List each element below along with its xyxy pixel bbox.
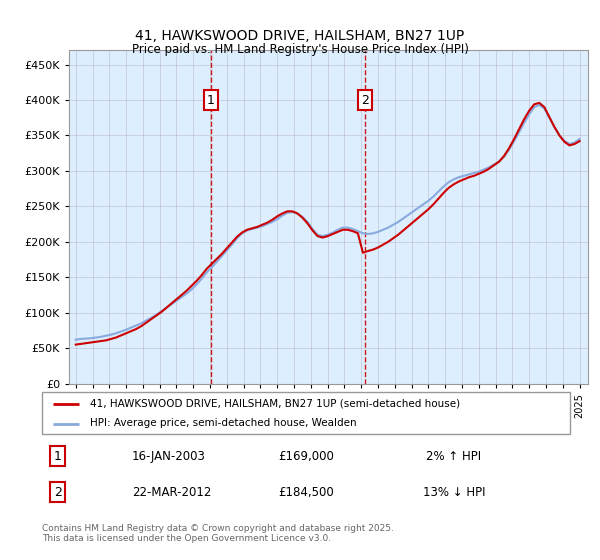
Text: 22-MAR-2012: 22-MAR-2012 bbox=[132, 486, 211, 498]
FancyBboxPatch shape bbox=[42, 392, 570, 434]
Text: £184,500: £184,500 bbox=[278, 486, 334, 498]
Text: Price paid vs. HM Land Registry's House Price Index (HPI): Price paid vs. HM Land Registry's House … bbox=[131, 43, 469, 56]
Text: 1: 1 bbox=[54, 450, 62, 463]
Text: 13% ↓ HPI: 13% ↓ HPI bbox=[422, 486, 485, 498]
Text: 2: 2 bbox=[54, 486, 62, 498]
Text: 2% ↑ HPI: 2% ↑ HPI bbox=[426, 450, 481, 463]
Text: 41, HAWKSWOOD DRIVE, HAILSHAM, BN27 1UP: 41, HAWKSWOOD DRIVE, HAILSHAM, BN27 1UP bbox=[136, 29, 464, 44]
Text: HPI: Average price, semi-detached house, Wealden: HPI: Average price, semi-detached house,… bbox=[89, 418, 356, 428]
Text: 41, HAWKSWOOD DRIVE, HAILSHAM, BN27 1UP (semi-detached house): 41, HAWKSWOOD DRIVE, HAILSHAM, BN27 1UP … bbox=[89, 399, 460, 409]
Text: Contains HM Land Registry data © Crown copyright and database right 2025.
This d: Contains HM Land Registry data © Crown c… bbox=[42, 524, 394, 543]
Text: 1: 1 bbox=[207, 94, 215, 106]
Text: 2: 2 bbox=[361, 94, 369, 106]
Text: 16-JAN-2003: 16-JAN-2003 bbox=[132, 450, 206, 463]
Text: £169,000: £169,000 bbox=[278, 450, 334, 463]
